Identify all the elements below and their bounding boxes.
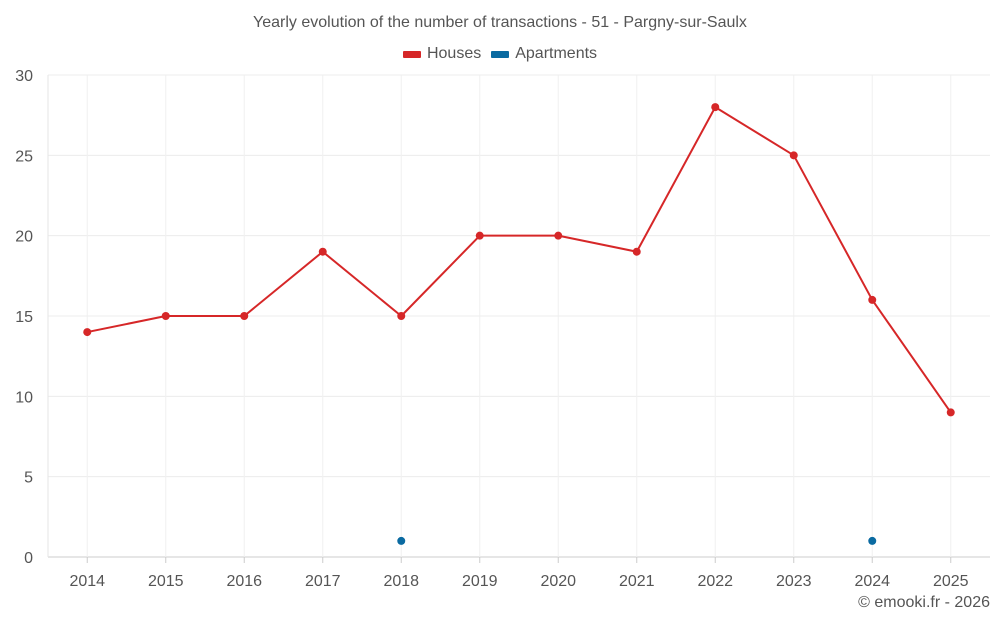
y-tick-label-0: 0 — [24, 550, 33, 567]
legend-label-houses: Houses — [426, 45, 482, 62]
data-point-houses-2024 — [868, 295, 877, 304]
data-point-houses-2014 — [83, 328, 92, 337]
data-point-houses-2023 — [789, 151, 798, 160]
data-point-houses-2018 — [397, 312, 406, 320]
data-point-houses-2015 — [161, 312, 170, 320]
x-tick-label-2014: 2014 — [69, 573, 105, 590]
x-tick-label-2025: 2025 — [933, 573, 969, 590]
legend-item-apartments[interactable]: Apartments — [491, 45, 597, 63]
legend-item-houses[interactable]: Houses — [402, 45, 482, 63]
series-line-houses — [87, 106, 952, 413]
data-point-houses-2016 — [240, 312, 249, 320]
legend-swatch-apartments — [491, 50, 510, 58]
data-point-houses-2025 — [946, 408, 955, 417]
x-tick-label-2021: 2021 — [619, 573, 655, 590]
x-tick-label-2017: 2017 — [305, 573, 341, 590]
data-point-apartments-2018 — [397, 536, 406, 545]
y-tick-label-15: 15 — [15, 309, 33, 326]
data-point-apartments-2024 — [868, 536, 877, 545]
x-tick-label-2023: 2023 — [776, 573, 812, 590]
data-point-houses-2022 — [711, 103, 720, 112]
x-tick-label-2018: 2018 — [383, 573, 419, 590]
data-point-houses-2017 — [318, 247, 327, 256]
data-point-houses-2021 — [632, 247, 641, 256]
legend-swatch-houses — [402, 50, 421, 58]
x-tick-label-2015: 2015 — [148, 573, 184, 590]
x-tick-label-2022: 2022 — [697, 573, 733, 590]
x-tick-label-2019: 2019 — [462, 573, 498, 590]
legend-label-apartments: Apartments — [515, 45, 598, 62]
y-tick-label-30: 30 — [15, 68, 33, 85]
credit-text: © emooki.fr - 2026 — [858, 594, 990, 611]
x-tick-label-2016: 2016 — [226, 573, 262, 590]
y-tick-label-25: 25 — [15, 148, 33, 165]
x-tick-label-2024: 2024 — [854, 573, 890, 590]
x-tick-label-2020: 2020 — [540, 573, 576, 590]
y-tick-label-10: 10 — [15, 389, 33, 406]
data-point-houses-2019 — [475, 231, 484, 240]
data-point-houses-2020 — [554, 231, 563, 240]
chart-title: Yearly evolution of the number of transa… — [253, 14, 747, 31]
y-tick-label-5: 5 — [24, 470, 33, 487]
legend: Houses Apartments — [0, 45, 1000, 63]
y-tick-label-20: 20 — [15, 229, 33, 246]
